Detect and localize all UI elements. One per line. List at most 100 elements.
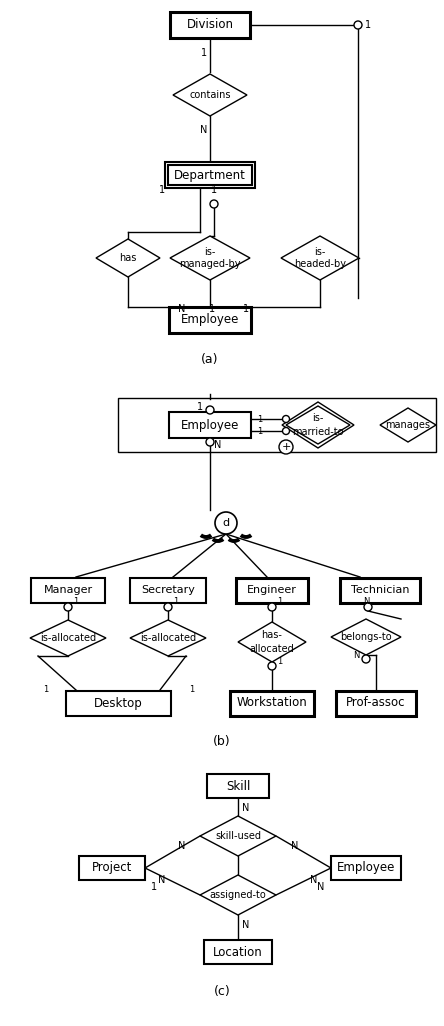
Circle shape xyxy=(268,603,276,611)
Text: N: N xyxy=(317,882,325,892)
Bar xyxy=(168,165,252,185)
Text: skill-used: skill-used xyxy=(215,831,261,841)
Text: 1: 1 xyxy=(365,19,371,30)
Text: is-allocated: is-allocated xyxy=(140,633,196,643)
Text: 1: 1 xyxy=(243,304,249,314)
Polygon shape xyxy=(281,236,359,280)
Text: Employee: Employee xyxy=(337,862,395,874)
Polygon shape xyxy=(200,875,276,915)
Text: has-: has- xyxy=(262,630,282,640)
Bar xyxy=(204,940,272,964)
Circle shape xyxy=(268,662,276,670)
Bar xyxy=(170,12,250,38)
Text: married-to: married-to xyxy=(292,427,344,437)
Text: 1: 1 xyxy=(73,597,79,606)
Text: Project: Project xyxy=(92,862,132,874)
Bar xyxy=(165,162,255,188)
Polygon shape xyxy=(130,620,206,656)
Bar xyxy=(118,398,436,452)
Text: Employee: Employee xyxy=(181,419,239,432)
Bar xyxy=(230,690,314,715)
Text: 1: 1 xyxy=(44,684,49,694)
Text: N: N xyxy=(363,597,369,606)
Bar xyxy=(31,578,105,602)
Text: 1: 1 xyxy=(209,304,215,314)
Bar xyxy=(79,856,145,880)
Text: 1: 1 xyxy=(201,48,207,58)
Text: Technician: Technician xyxy=(351,585,409,595)
Bar xyxy=(236,578,308,602)
Text: has: has xyxy=(119,253,137,263)
Text: Skill: Skill xyxy=(226,780,250,792)
Bar xyxy=(169,307,251,333)
Text: N: N xyxy=(242,920,250,930)
Text: N: N xyxy=(178,304,186,314)
Text: Engineer: Engineer xyxy=(247,585,297,595)
Text: 1: 1 xyxy=(211,185,217,195)
Bar xyxy=(340,578,420,602)
Text: manages: manages xyxy=(385,420,431,430)
Text: 1: 1 xyxy=(173,597,178,606)
Text: Location: Location xyxy=(213,946,263,958)
Text: 1: 1 xyxy=(278,657,283,666)
Text: 1: 1 xyxy=(151,882,157,892)
Bar xyxy=(207,774,269,798)
Text: is-: is- xyxy=(314,247,326,256)
Text: 1: 1 xyxy=(197,402,203,412)
Bar xyxy=(130,578,206,602)
Bar xyxy=(331,856,401,880)
Polygon shape xyxy=(331,619,401,655)
Circle shape xyxy=(364,603,372,611)
Circle shape xyxy=(206,406,214,415)
Text: allocated: allocated xyxy=(250,644,294,654)
Text: Employee: Employee xyxy=(181,314,239,326)
Text: headed-by: headed-by xyxy=(294,259,346,269)
Circle shape xyxy=(282,416,289,423)
Text: assigned-to: assigned-to xyxy=(210,890,266,900)
Text: Division: Division xyxy=(186,18,234,32)
Text: N: N xyxy=(159,875,166,885)
Text: (c): (c) xyxy=(214,986,230,998)
Text: 1: 1 xyxy=(278,597,283,606)
Polygon shape xyxy=(380,408,436,442)
Text: +: + xyxy=(281,442,291,452)
Circle shape xyxy=(206,438,214,446)
Text: N: N xyxy=(214,440,222,450)
Text: Department: Department xyxy=(174,168,246,182)
Circle shape xyxy=(362,655,370,663)
Text: 1: 1 xyxy=(190,684,194,694)
Circle shape xyxy=(210,200,218,208)
Text: Secretary: Secretary xyxy=(141,585,195,595)
Text: 1: 1 xyxy=(258,427,262,435)
Text: Manager: Manager xyxy=(44,585,92,595)
Bar xyxy=(169,412,251,438)
Text: is-allocated: is-allocated xyxy=(40,633,96,643)
Text: contains: contains xyxy=(189,90,231,100)
Circle shape xyxy=(279,440,293,453)
Text: (a): (a) xyxy=(201,354,219,366)
Polygon shape xyxy=(282,402,354,448)
Circle shape xyxy=(164,603,172,611)
Text: (b): (b) xyxy=(213,736,231,749)
Bar xyxy=(66,690,170,715)
Text: 1: 1 xyxy=(258,415,262,424)
Text: is-: is- xyxy=(312,413,324,423)
Bar xyxy=(336,690,416,715)
Polygon shape xyxy=(170,236,250,280)
Circle shape xyxy=(215,512,237,534)
Text: N: N xyxy=(178,841,186,851)
Circle shape xyxy=(64,603,72,611)
Text: N: N xyxy=(310,875,318,885)
Polygon shape xyxy=(238,622,306,662)
Polygon shape xyxy=(200,816,276,856)
Text: is-: is- xyxy=(204,247,216,256)
Circle shape xyxy=(354,21,362,29)
Text: Workstation: Workstation xyxy=(237,697,307,710)
Text: N: N xyxy=(353,652,359,661)
Text: N: N xyxy=(291,841,299,851)
Text: N: N xyxy=(242,803,250,813)
Text: managed-by: managed-by xyxy=(179,259,241,269)
Circle shape xyxy=(282,428,289,434)
Text: d: d xyxy=(222,518,230,528)
Polygon shape xyxy=(96,239,160,277)
